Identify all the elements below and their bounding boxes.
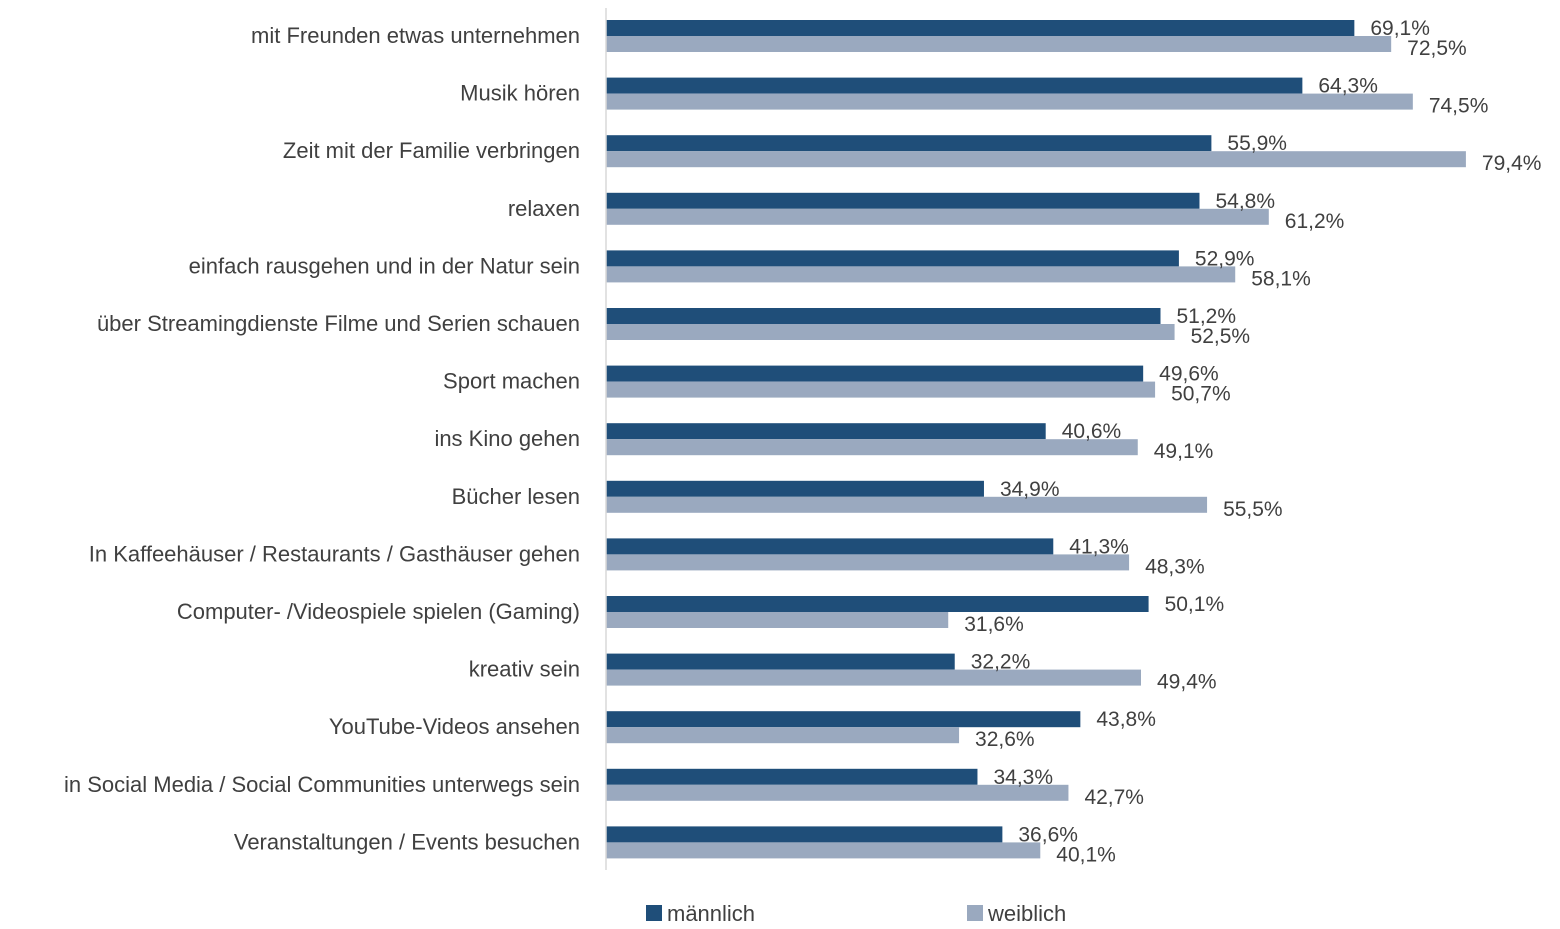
- bar-maennlich: [606, 250, 1179, 267]
- bar-maennlich: [606, 653, 955, 670]
- category-label: einfach rausgehen und in der Natur sein: [189, 253, 580, 278]
- value-label-maennlich: 34,3%: [993, 766, 1053, 789]
- category-label: relaxen: [508, 196, 580, 221]
- value-label-maennlich: 40,6%: [1062, 420, 1122, 443]
- bar-maennlich: [606, 20, 1355, 36]
- value-label-weiblich: 74,5%: [1429, 95, 1489, 118]
- bar-maennlich: [606, 480, 984, 497]
- bar-weiblich: [606, 439, 1138, 456]
- bar-weiblich: [606, 727, 960, 744]
- bar-maennlich: [606, 826, 1003, 843]
- value-label-weiblich: 50,7%: [1171, 383, 1231, 406]
- bar-weiblich: [606, 842, 1041, 859]
- value-label-weiblich: 79,4%: [1482, 152, 1542, 175]
- value-label-weiblich: 58,1%: [1251, 267, 1311, 290]
- category-label: Musik hören: [460, 81, 580, 106]
- bar-weiblich: [606, 496, 1208, 513]
- bars-group: [606, 20, 1466, 859]
- value-label-weiblich: 42,7%: [1084, 786, 1144, 809]
- value-label-weiblich: 40,1%: [1056, 843, 1116, 866]
- bar-maennlich: [606, 423, 1046, 440]
- value-label-weiblich: 31,6%: [964, 613, 1024, 636]
- bar-maennlich: [606, 596, 1149, 612]
- value-labels-group: 69,1%72,5% 64,3% 74,5% 55,9% 79,4% 54,8% 61,2%…: [964, 17, 1541, 866]
- bar-maennlich: [606, 538, 1054, 555]
- category-labels-group: mit Freunden etwas unternehmen Musik höre…: [64, 23, 580, 854]
- bar-weiblich: [606, 612, 949, 628]
- bar-weiblich: [606, 208, 1269, 225]
- bar-maennlich: [606, 77, 1303, 94]
- category-label: in Social Media / Social Communities unt…: [64, 772, 580, 797]
- category-label: Computer- /Videospiele spielen (Gaming): [177, 599, 580, 624]
- bar-weiblich: [606, 266, 1236, 283]
- bar-maennlich: [606, 365, 1144, 382]
- bar-maennlich: [606, 192, 1200, 209]
- bar-weiblich: [606, 93, 1413, 110]
- bar-weiblich: [606, 554, 1130, 571]
- legend-label-weiblich: weiblich: [987, 901, 1066, 926]
- value-label-maennlich: 55,9%: [1227, 132, 1287, 155]
- value-label-maennlich: 51,2%: [1176, 305, 1236, 328]
- bar-maennlich: [606, 135, 1212, 152]
- bar-maennlich: [606, 308, 1161, 324]
- value-label-weiblich: 52,5%: [1191, 325, 1251, 348]
- bar-maennlich: [606, 711, 1081, 728]
- legend: männlich weiblich: [646, 901, 1066, 926]
- value-label-maennlich: 32,2%: [971, 651, 1031, 674]
- value-label-maennlich: 54,8%: [1215, 190, 1275, 213]
- category-label: Bücher lesen: [452, 484, 580, 509]
- category-label: über Streamingdienste Filme und Serien s…: [97, 311, 580, 336]
- category-label: Sport machen: [443, 369, 580, 394]
- value-label-weiblich: 49,4%: [1157, 671, 1217, 694]
- category-label: kreativ sein: [469, 657, 580, 682]
- legend-swatch-weiblich: [967, 905, 983, 921]
- value-label-weiblich: 61,2%: [1285, 210, 1345, 233]
- value-label-weiblich: 72,5%: [1407, 37, 1467, 60]
- category-label: ins Kino gehen: [434, 426, 580, 451]
- bar-weiblich: [606, 784, 1069, 801]
- bar-weiblich: [606, 381, 1156, 398]
- bar-maennlich: [606, 768, 978, 785]
- bar-weiblich: [606, 324, 1175, 340]
- bar-weiblich: [606, 669, 1142, 686]
- value-label-maennlich: 64,3%: [1318, 75, 1378, 98]
- value-label-weiblich: 55,5%: [1223, 498, 1283, 521]
- value-label-maennlich: 69,1%: [1370, 17, 1430, 40]
- bar-weiblich: [606, 151, 1466, 168]
- value-label-maennlich: 36,6%: [1018, 823, 1078, 846]
- value-label-maennlich: 34,9%: [1000, 478, 1060, 501]
- value-label-weiblich: 32,6%: [975, 728, 1035, 751]
- category-label: In Kaffeehäuser / Restaurants / Gasthäus…: [89, 541, 580, 566]
- category-label: mit Freunden etwas unternehmen: [251, 23, 580, 48]
- bar-weiblich: [606, 36, 1392, 52]
- category-label: Veranstaltungen / Events besuchen: [234, 829, 580, 854]
- category-label: YouTube-Videos ansehen: [329, 714, 580, 739]
- legend-label-maennlich: männlich: [667, 901, 755, 926]
- category-label: Zeit mit der Familie verbringen: [283, 138, 580, 163]
- value-label-maennlich: 50,1%: [1165, 593, 1225, 616]
- value-label-weiblich: 49,1%: [1154, 440, 1214, 463]
- value-label-maennlich: 49,6%: [1159, 363, 1219, 386]
- value-label-maennlich: 43,8%: [1096, 708, 1156, 731]
- value-label-weiblich: 48,3%: [1145, 555, 1205, 578]
- value-label-maennlich: 41,3%: [1069, 535, 1129, 558]
- legend-swatch-maennlich: [646, 905, 662, 921]
- value-label-maennlich: 52,9%: [1195, 247, 1255, 270]
